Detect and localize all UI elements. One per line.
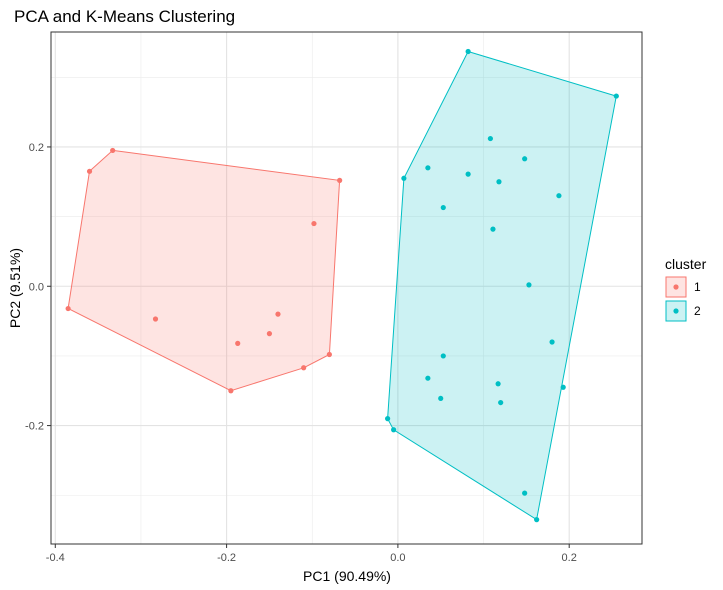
cluster-1-point (326, 351, 332, 358)
cluster-2-point (522, 156, 528, 162)
legend-label-1: 1 (694, 280, 701, 294)
cluster-2-point (425, 165, 431, 171)
y-tick-label: 0.2 (29, 142, 44, 154)
legend-key-point-2 (673, 308, 679, 314)
legend-label-2: 2 (694, 304, 701, 318)
cluster-2-point (465, 171, 471, 177)
x-axis-ticks: -0.4 -0.2 0.0 0.2 (46, 544, 577, 564)
cluster-2-point (549, 339, 555, 345)
legend-item-1: 1 (665, 276, 701, 298)
legend-items: 12 (665, 276, 701, 322)
cluster-2-point (526, 282, 532, 288)
cluster-1-point (235, 340, 241, 346)
x-tick-label: -0.2 (217, 552, 236, 564)
cluster-2-point (534, 517, 540, 523)
cluster-2-point (401, 175, 407, 181)
cluster-2-point (495, 381, 501, 387)
cluster-1-point (86, 168, 93, 174)
cluster-1-point (266, 331, 273, 337)
cluster-2-point (560, 384, 566, 390)
cluster-1-point (311, 220, 317, 227)
cluster-2-point (438, 395, 444, 402)
cluster-1-point (275, 311, 281, 317)
cluster-2-point (522, 490, 528, 496)
cluster-2-point (487, 135, 493, 142)
cluster-2-point (440, 204, 446, 211)
legend-item-2: 2 (665, 300, 701, 322)
cluster-2-point (465, 48, 471, 55)
plot-panel-background (51, 32, 642, 544)
cluster-2-point (613, 93, 619, 99)
chart-title: PCA and K-Means Clustering (14, 7, 235, 26)
cluster-1-hull (67, 149, 341, 392)
cluster-1-point (110, 147, 116, 154)
x-tick-label: 0.2 (562, 552, 577, 564)
cluster-2-point (490, 226, 496, 232)
cluster-2-point (425, 375, 431, 381)
y-axis-ticks: -0.2 0.0 0.2 (25, 142, 51, 433)
plot-panel-border (50, 31, 643, 545)
legend: cluster 12 (665, 256, 707, 322)
y-axis-title: PC2 (9.51%) (7, 248, 23, 328)
data-points (65, 48, 619, 523)
cluster-2-point (391, 427, 397, 433)
cluster-2-point (496, 179, 502, 185)
y-tick-label: -0.2 (25, 421, 44, 433)
cluster-2-point (440, 353, 446, 359)
x-axis-title: PC1 (90.49%) (303, 568, 391, 584)
y-tick-label: 0.0 (29, 281, 44, 293)
legend-title: cluster (665, 256, 707, 272)
legend-key-point-1 (673, 284, 679, 290)
cluster-2-point (498, 399, 504, 406)
cluster-1-point (228, 388, 234, 394)
cluster-1-point (152, 316, 159, 322)
grid (51, 32, 642, 544)
cluster-2-point (385, 416, 391, 422)
cluster-1-point (337, 177, 343, 183)
cluster-1-point (301, 365, 307, 371)
cluster-1-point (65, 305, 71, 312)
cluster-2-point (556, 193, 562, 199)
x-tick-label: -0.4 (46, 552, 65, 564)
x-tick-label: 0.0 (390, 552, 405, 564)
